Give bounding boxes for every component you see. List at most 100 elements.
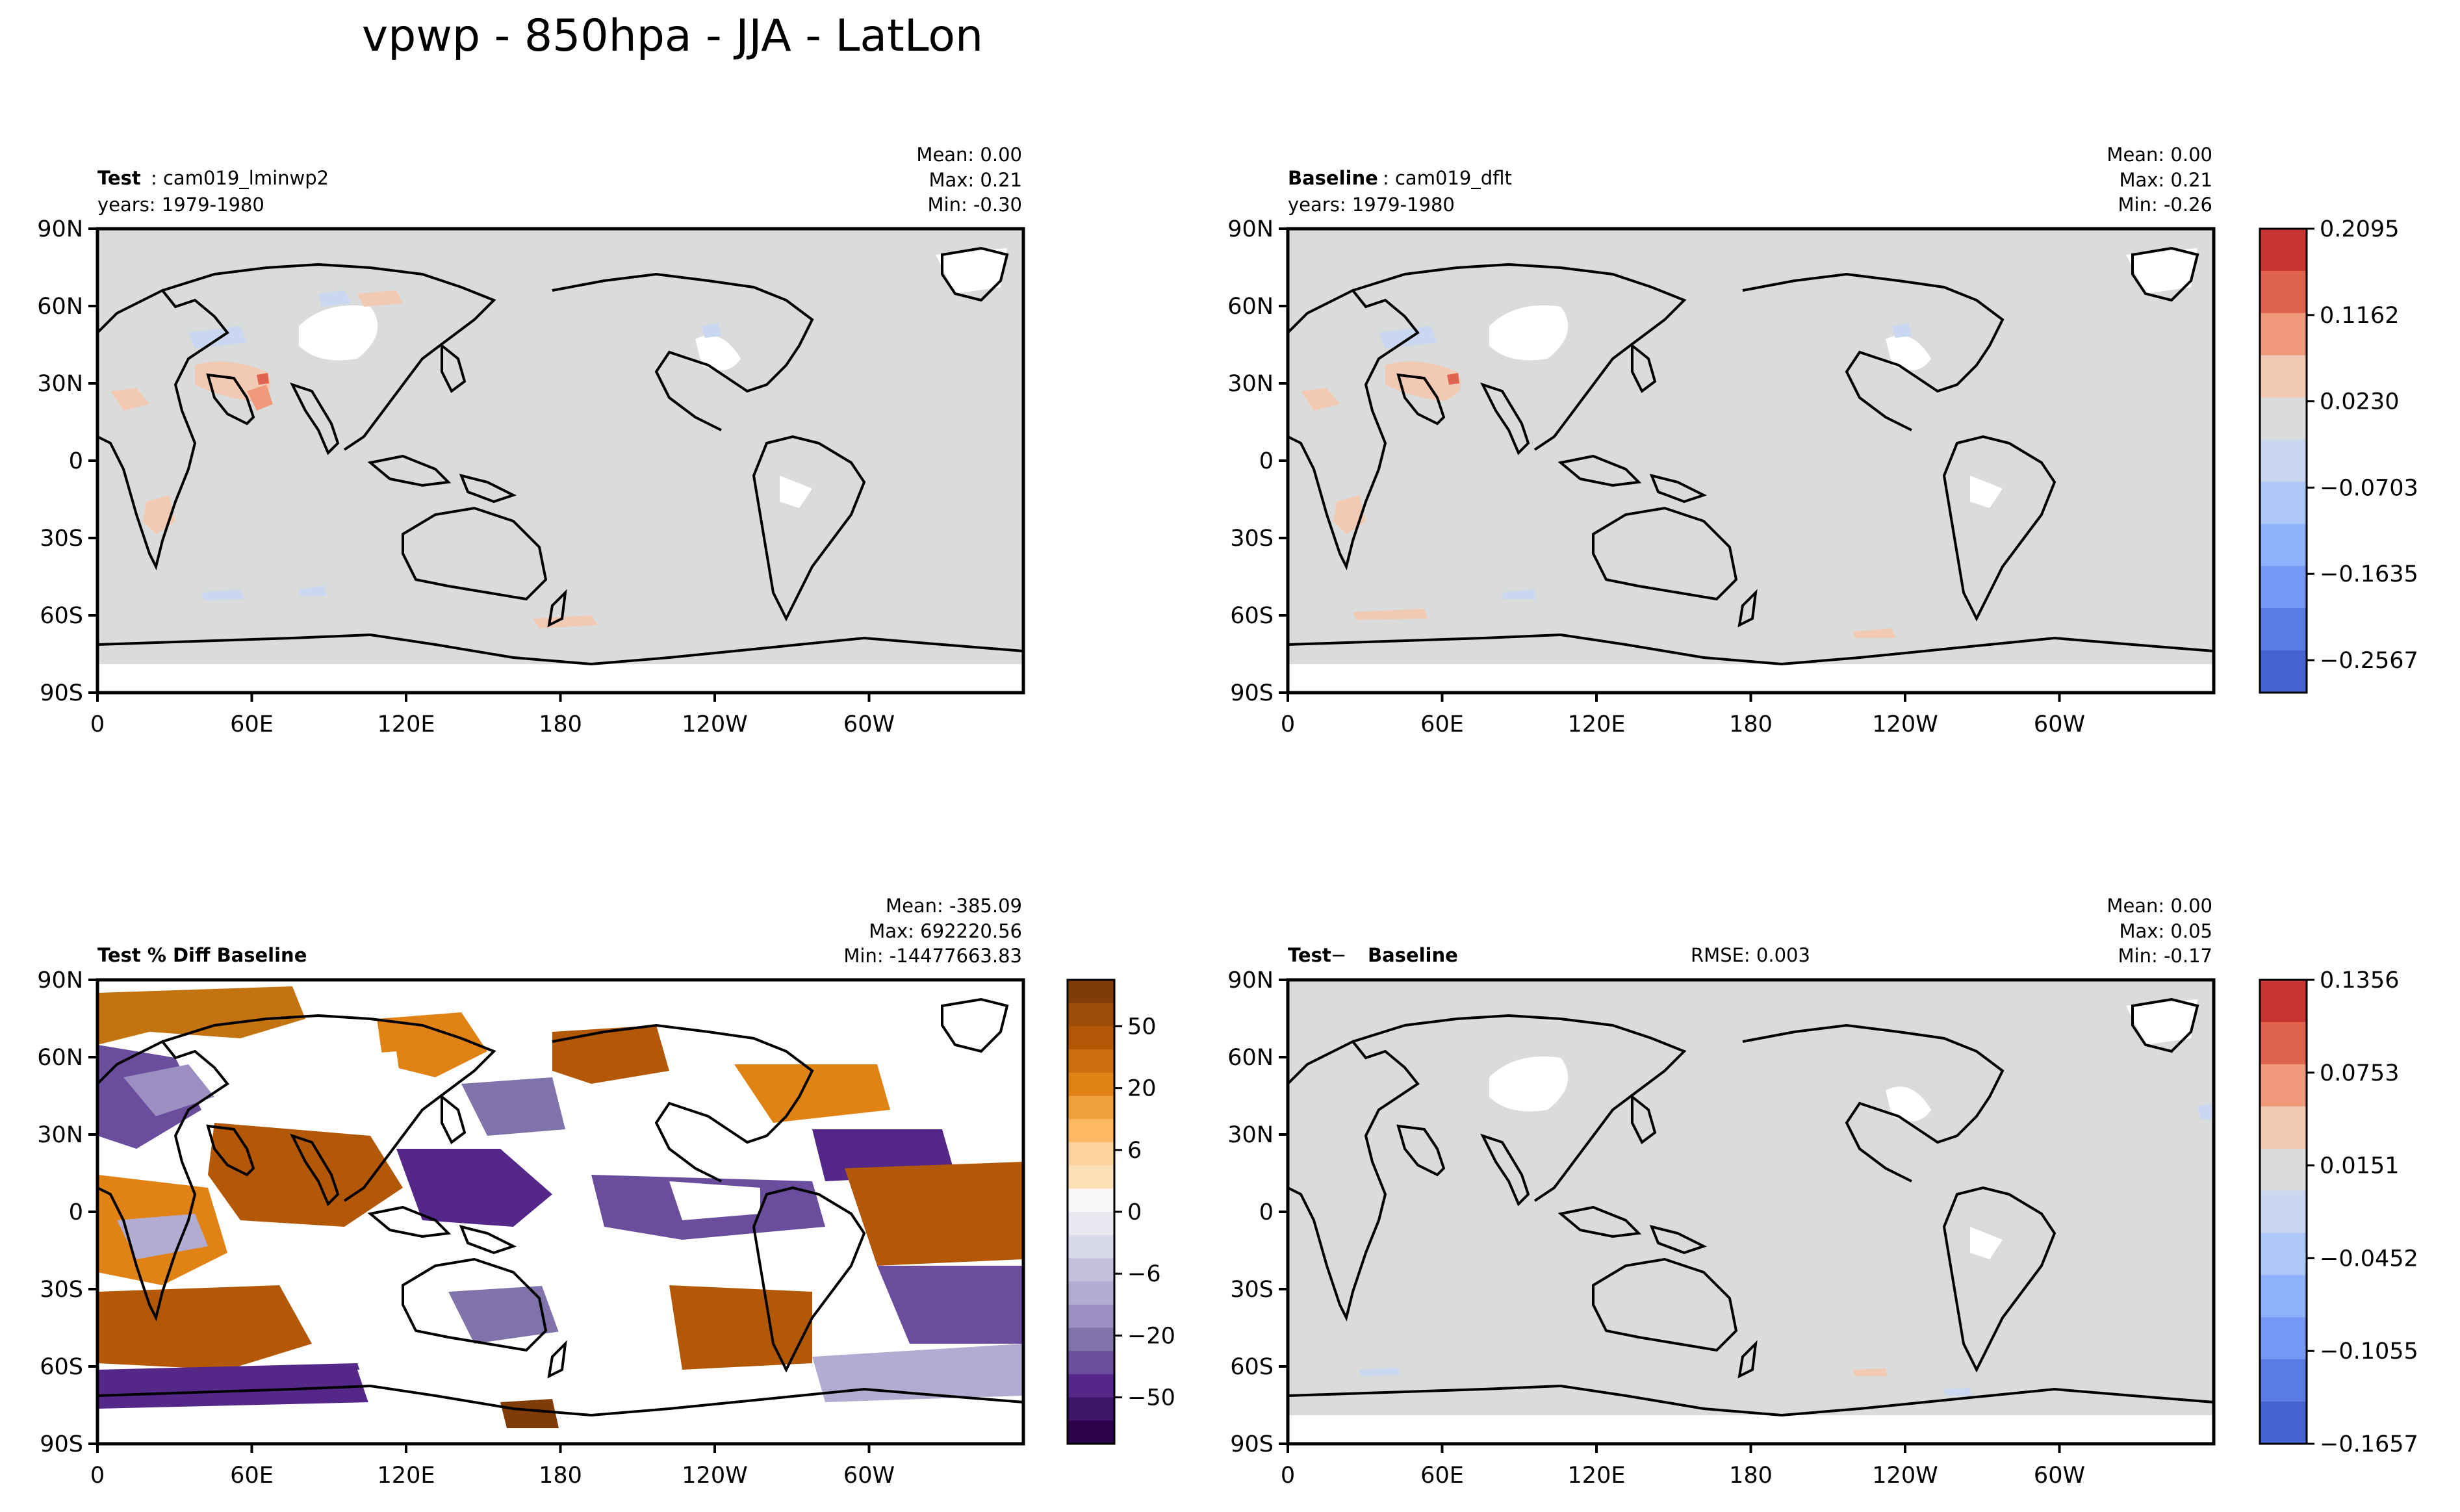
colorbar-tick-label: 50 [1127, 1014, 1157, 1040]
panel-difference-label: Test [1288, 944, 1331, 966]
lon-tick-label: 120W [682, 711, 747, 737]
panel-baseline: Baseline : cam019_dflt years: 1979-1980 … [1286, 144, 2216, 695]
lat-tick-label: 30N [37, 371, 83, 397]
panel-test-label: Test [97, 167, 141, 189]
colorbar-band [2260, 439, 2307, 482]
lon-tick-label: 120W [682, 1463, 747, 1489]
lat-tick-label: 30N [1227, 371, 1274, 397]
colorbar-band [1068, 1235, 1114, 1259]
panel-difference-max: Max: 0.05 [2119, 920, 2212, 942]
lat-tick-label: 60N [1227, 294, 1274, 320]
lon-tick-label: 60W [2034, 1463, 2085, 1489]
colorbar-band [2260, 313, 2307, 356]
colorbar-tick-label: −0.2567 [2320, 648, 2418, 674]
colorbar-tick-label: 0 [1127, 1199, 1142, 1225]
lat-tick-label: 90S [40, 680, 83, 706]
colorbar-band [1068, 1003, 1114, 1027]
colorbar-tick-label: −50 [1127, 1385, 1175, 1411]
panel-pct-diff-max: Max: 692220.56 [869, 920, 1022, 942]
lat-tick-label: 90N [37, 967, 83, 993]
panel-baseline-years: years: 1979-1980 [1288, 194, 1455, 216]
colorbar-band [1068, 980, 1114, 1004]
axes-panel-3: 90N 60N 30N 0 30S 60S 90S 0 60E 120E 180 120W 60W [37, 967, 895, 1489]
colorbar-band [2260, 481, 2307, 524]
lat-tick-label: 0 [69, 1199, 83, 1225]
lat-tick-label: 90S [1230, 1431, 1274, 1457]
colorbar-tick-label: −0.1055 [2320, 1339, 2418, 1365]
colorbar-tick-label: −6 [1127, 1261, 1161, 1287]
colorbar-band [1068, 1212, 1114, 1236]
axes-panel-1: 90N 60N 30N 0 30S 60S 90S 0 60E 120E 180 120W 60W [37, 216, 895, 737]
colorbar-band [1068, 1374, 1114, 1398]
lat-tick-label: 90N [1227, 967, 1274, 993]
panel-difference-label2: Baseline [1368, 944, 1458, 966]
panel-pct-diff-label: Test % Diff Baseline [97, 944, 307, 966]
colorbar-tick-label: 0.2095 [2320, 216, 2399, 242]
panel-pct-diff: Test % Diff Baseline Mean: -385.09 Max: … [96, 895, 1025, 1446]
colorbar-band [1068, 1026, 1114, 1050]
lat-tick-label: 60S [1230, 603, 1274, 629]
panel-difference-minus: − [1331, 944, 1346, 966]
panel-pct-diff-map [97, 980, 1023, 1444]
colorbar-band [2260, 1233, 2307, 1275]
colorbar-band [1068, 1351, 1114, 1375]
colorbar-frame [2259, 979, 2308, 1445]
colorbar-baseline: 0.2095 0.1162 0.0230 −0.0703 −0.1635 −0.2567 [2259, 216, 2418, 694]
lon-tick-label: 60W [843, 1463, 895, 1489]
colorbar-band [2260, 1064, 2307, 1107]
colorbar-tick-label: −20 [1127, 1323, 1175, 1349]
panel-baseline-min: Min: -0.26 [2118, 194, 2212, 216]
lat-tick-label: 0 [69, 448, 83, 474]
lat-tick-label: 30N [1227, 1122, 1274, 1148]
panel-test-mean: Mean: 0.00 [916, 144, 1022, 166]
colorbar-tick-label: 20 [1127, 1076, 1157, 1102]
panel-baseline-case: : cam019_dflt [1383, 167, 1512, 189]
colorbar-band [1068, 1281, 1114, 1305]
colorbar-band [2260, 1317, 2307, 1360]
colorbar-band [1068, 1049, 1114, 1073]
lat-tick-label: 60S [40, 1354, 83, 1380]
lon-tick-label: 60E [1420, 1463, 1464, 1489]
lat-tick-label: 30S [1230, 1277, 1274, 1303]
lon-tick-label: 0 [90, 1463, 105, 1489]
lon-tick-label: 180 [539, 1463, 582, 1489]
colorbar-difference: 0.1356 0.0753 0.0151 −0.0452 −0.1055 −0.1657 [2259, 967, 2418, 1457]
colorbar-band [1068, 1188, 1114, 1212]
lon-tick-label: 180 [1729, 711, 1773, 737]
colorbar-tick-label: 0.0151 [2320, 1153, 2399, 1179]
panel-difference-min: Min: -0.17 [2118, 945, 2212, 967]
colorbar-band [1068, 1304, 1114, 1328]
lon-tick-label: 60E [1420, 711, 1464, 737]
axes-panel-4: 90N 60N 30N 0 30S 60S 90S 0 60E 120E 180 120W 60W [1227, 967, 2085, 1489]
colorbar-tick-label: 0.1162 [2320, 303, 2399, 329]
lon-tick-label: 180 [539, 711, 582, 737]
lat-tick-label: 90N [1227, 216, 1274, 242]
lon-tick-label: 120E [378, 711, 435, 737]
panel-difference-mean: Mean: 0.00 [2107, 895, 2212, 917]
panel-pct-diff-mean: Mean: -385.09 [886, 895, 1022, 917]
colorbar-tick-label: −0.1635 [2320, 561, 2418, 587]
lat-tick-label: 60N [37, 294, 83, 320]
panel-test: Test : cam019_lminwp2 years: 1979-1980 M… [96, 144, 1025, 695]
colorbar-band [2260, 650, 2307, 693]
colorbar-band [1068, 1165, 1114, 1189]
lat-tick-label: 30S [1230, 526, 1274, 552]
colorbar-band [2260, 1359, 2307, 1402]
colorbars: 0.2095 0.1162 0.0230 −0.0703 −0.1635 −0.2567 5… [1066, 216, 2418, 1457]
colorbar-band [1068, 1420, 1114, 1444]
panel-difference-rmse: RMSE: 0.003 [1691, 944, 1810, 966]
panel-baseline-mean: Mean: 0.00 [2107, 144, 2212, 166]
lon-tick-label: 60E [230, 1463, 274, 1489]
lat-tick-label: 0 [1259, 448, 1274, 474]
panel-baseline-map [1288, 229, 2214, 693]
lon-tick-label: 120W [1872, 1463, 1938, 1489]
colorbar-band [1068, 1258, 1114, 1282]
panel-test-map [97, 229, 1023, 693]
colorbar-tick-label: −0.0703 [2320, 475, 2418, 501]
figure-title: vpwp - 850hpa - JJA - LatLon [362, 10, 983, 62]
lat-tick-label: 90S [1230, 680, 1274, 706]
panel-difference: Test − Baseline RMSE: 0.003 Mean: 0.00 M… [1286, 895, 2216, 1446]
colorbar-tick-label: 6 [1127, 1138, 1142, 1164]
colorbar-tick-label: −0.0452 [2320, 1246, 2418, 1272]
